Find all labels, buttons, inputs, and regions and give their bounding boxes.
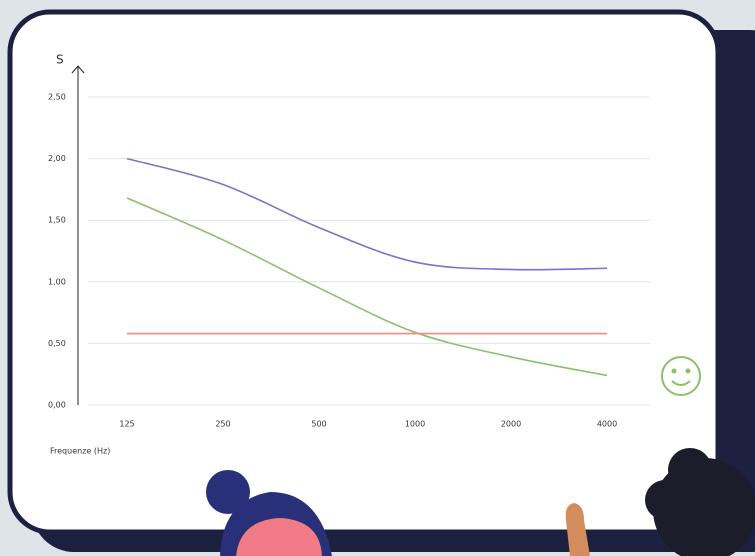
x-tick-label: 125 (119, 420, 134, 429)
smiley-icon (661, 356, 701, 396)
y-tick-label: 0,50 (48, 339, 66, 348)
y-axis-arrow (71, 65, 85, 74)
x-axis-title: Frequenze (Hz) (50, 447, 110, 456)
x-tick-label: 4000 (597, 420, 617, 429)
y-tick-label: 1,50 (48, 216, 66, 225)
series-line (126, 157, 608, 271)
x-tick-label: 2000 (501, 420, 521, 429)
y-tick-label: 0,00 (48, 401, 66, 410)
y-tick-label: 1,00 (48, 277, 66, 286)
x-tick-label: 500 (311, 420, 326, 429)
x-tick-label: 1000 (405, 420, 425, 429)
illustration (206, 448, 755, 556)
card (7, 9, 721, 535)
y-tick-label: 2,00 (48, 154, 66, 163)
y-tick-label: 2,50 (48, 93, 66, 102)
x-tick-label: 250 (215, 420, 230, 429)
y-axis-label: S (56, 53, 64, 67)
series-line (126, 197, 608, 377)
